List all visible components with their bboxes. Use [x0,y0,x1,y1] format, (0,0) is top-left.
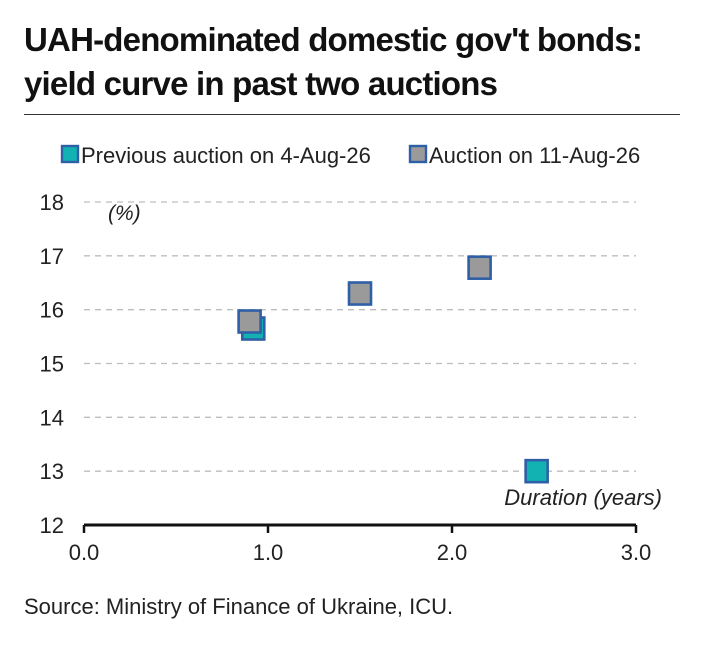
chart-title-line-2: yield curve in past two auctions [24,65,498,102]
y-tick-label: 13 [40,459,64,484]
legend-item-2: Auction on 11-Aug-26 [408,143,640,168]
chart-title-line-1: UAH-denominated domestic gov't bonds: [24,21,643,58]
x-tick-label: 1.0 [253,540,284,565]
x-tick-label: 0.0 [69,540,100,565]
chart-title: UAH-denominated domestic gov't bonds: yi… [24,18,684,106]
y-tick-label: 18 [40,190,64,215]
data-point-series1-2 [524,458,549,484]
y-tick-label: 14 [40,405,64,430]
series-2 [237,255,492,334]
data-point-series2-3 [467,255,492,280]
legend-swatch [60,144,80,164]
y-axis-label: (%) [108,202,141,225]
title-divider [24,114,680,115]
source-note: Source: Ministry of Finance of Ukraine, … [24,594,454,619]
y-tick-label: 15 [40,352,64,377]
data-point-series2-2 [347,281,373,306]
axes [82,523,638,533]
x-axis-label: Duration (years) [504,485,662,510]
chart-legend: Previous auction on 4-Aug-26 Auction on 1… [60,143,640,168]
y-tick-label: 17 [40,244,64,269]
axis-labels: 12 13 14 15 16 17 18 0.0 1.0 2.0 3.0 (%) Duration (y… [40,190,662,565]
legend-label: Auction on 11-Aug-26 [429,143,640,168]
x-tick-label: 3.0 [621,540,652,565]
y-tick-label: 16 [40,298,64,323]
series-1 [240,316,549,484]
gridlines [84,201,636,472]
data-point-series2-1 [237,309,262,334]
data-points [237,255,549,484]
legend-item-1: Previous auction on 4-Aug-26 [60,143,371,168]
y-tick-label: 12 [40,513,64,538]
legend-swatch [408,144,428,164]
legend-label: Previous auction on 4-Aug-26 [81,143,371,168]
x-tick-label: 2.0 [437,540,468,565]
scatter-chart: Previous auction on 4-Aug-26 Auction on 1… [40,143,662,565]
